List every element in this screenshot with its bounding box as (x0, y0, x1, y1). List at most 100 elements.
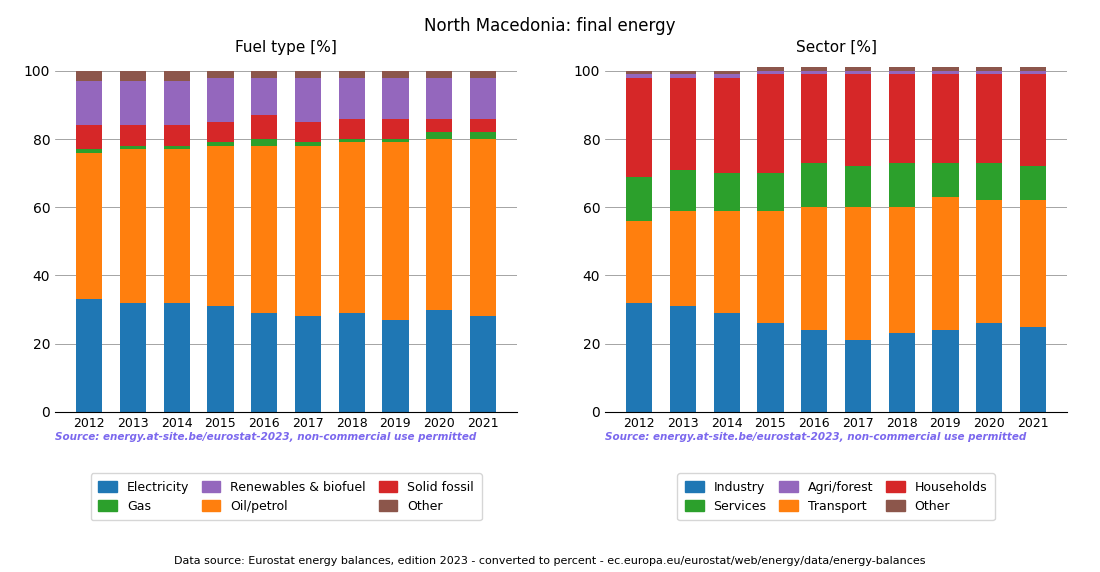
Bar (670, 74, 696, 78)
Bar (976, 200, 1002, 323)
Bar (251, 115, 277, 139)
Bar (757, 210, 783, 323)
Bar (976, 71, 1002, 74)
Bar (295, 142, 321, 146)
Bar (1020, 67, 1046, 71)
Bar (339, 118, 365, 139)
Bar (470, 71, 496, 78)
Bar (714, 74, 739, 78)
Bar (801, 71, 827, 74)
Bar (76, 81, 102, 125)
Bar (426, 71, 452, 78)
Bar (801, 67, 827, 71)
Bar (426, 132, 452, 139)
Bar (889, 67, 915, 71)
Bar (164, 81, 189, 125)
Bar (1020, 327, 1046, 412)
Bar (757, 74, 783, 173)
Bar (1020, 74, 1046, 166)
Bar (207, 122, 233, 142)
Bar (889, 207, 915, 333)
Bar (251, 139, 277, 146)
Bar (383, 320, 408, 412)
Bar (120, 303, 146, 412)
Bar (889, 71, 915, 74)
Bar (933, 163, 958, 197)
Bar (1020, 166, 1046, 200)
Bar (339, 313, 365, 412)
Bar (207, 71, 233, 78)
Text: Data source: Eurostat energy balances, edition 2023 - converted to percent - ec.: Data source: Eurostat energy balances, e… (174, 557, 926, 566)
Bar (670, 170, 696, 210)
Bar (626, 221, 652, 303)
Bar (626, 74, 652, 78)
Bar (933, 71, 958, 74)
Bar (801, 163, 827, 207)
Bar (426, 309, 452, 412)
Bar (426, 139, 452, 309)
Bar (757, 323, 783, 412)
Bar (383, 71, 408, 78)
Bar (757, 71, 783, 74)
Bar (164, 125, 189, 146)
Bar (933, 67, 958, 71)
Bar (889, 333, 915, 412)
Text: Source: energy.at-site.be/eurostat-2023, non-commercial use permitted: Source: energy.at-site.be/eurostat-2023,… (605, 432, 1026, 442)
Bar (845, 340, 871, 412)
Bar (164, 146, 189, 149)
Title: Fuel type [%]: Fuel type [%] (235, 39, 337, 55)
Bar (670, 210, 696, 306)
Bar (845, 74, 871, 166)
Bar (76, 149, 102, 153)
Bar (976, 74, 1002, 163)
Bar (714, 71, 739, 74)
Bar (801, 74, 827, 163)
Bar (251, 146, 277, 313)
Bar (889, 163, 915, 207)
Bar (933, 197, 958, 330)
Bar (470, 78, 496, 118)
Bar (1020, 200, 1046, 327)
Bar (339, 78, 365, 118)
Bar (670, 78, 696, 170)
Bar (976, 67, 1002, 71)
Bar (626, 177, 652, 221)
Bar (426, 78, 452, 118)
Bar (383, 142, 408, 320)
Bar (76, 125, 102, 149)
Bar (207, 306, 233, 412)
Bar (845, 207, 871, 340)
Bar (120, 81, 146, 125)
Title: Sector [%]: Sector [%] (795, 39, 877, 55)
Bar (470, 316, 496, 412)
Bar (207, 142, 233, 146)
Bar (714, 173, 739, 210)
Bar (470, 139, 496, 316)
Bar (714, 210, 739, 313)
Bar (207, 78, 233, 122)
Bar (339, 139, 365, 142)
Bar (120, 71, 146, 81)
Bar (383, 139, 408, 142)
Bar (426, 118, 452, 132)
Bar (383, 118, 408, 139)
Bar (845, 71, 871, 74)
Text: Source: energy.at-site.be/eurostat-2023, non-commercial use permitted: Source: energy.at-site.be/eurostat-2023,… (55, 432, 476, 442)
Text: North Macedonia: final energy: North Macedonia: final energy (425, 17, 675, 35)
Bar (801, 207, 827, 330)
Bar (76, 299, 102, 412)
Bar (295, 122, 321, 142)
Bar (295, 71, 321, 78)
Bar (339, 142, 365, 313)
Bar (383, 78, 408, 118)
Bar (251, 71, 277, 78)
Bar (470, 118, 496, 132)
Bar (670, 71, 696, 74)
Bar (714, 78, 739, 173)
Bar (670, 306, 696, 412)
Bar (1020, 71, 1046, 74)
Bar (470, 132, 496, 139)
Bar (251, 78, 277, 115)
Bar (120, 146, 146, 149)
Bar (251, 313, 277, 412)
